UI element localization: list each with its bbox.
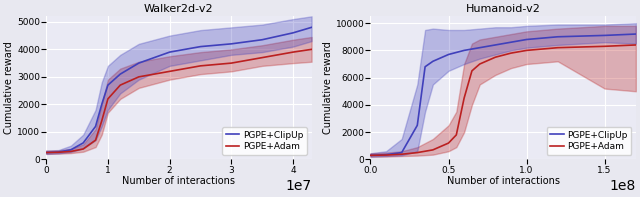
Legend: PGPE+ClipUp, PGPE+Adam: PGPE+ClipUp, PGPE+Adam: [547, 127, 631, 155]
Legend: PGPE+ClipUp, PGPE+Adam: PGPE+ClipUp, PGPE+Adam: [222, 127, 307, 155]
Y-axis label: Cumulative reward: Cumulative reward: [323, 42, 333, 134]
X-axis label: Number of interactions: Number of interactions: [122, 176, 236, 186]
Y-axis label: Cumulative reward: Cumulative reward: [4, 42, 14, 134]
Title: Walker2d-v2: Walker2d-v2: [144, 4, 214, 14]
Title: Humanoid-v2: Humanoid-v2: [466, 4, 541, 14]
X-axis label: Number of interactions: Number of interactions: [447, 176, 559, 186]
